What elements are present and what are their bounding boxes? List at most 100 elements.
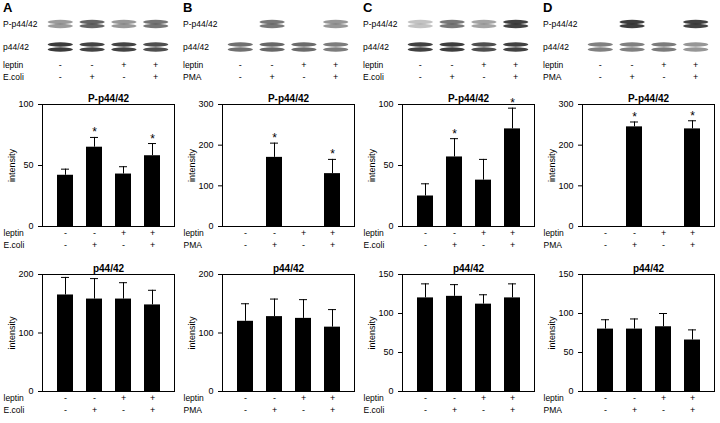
svg-text:+: + bbox=[330, 240, 335, 250]
svg-text:intensity: intensity bbox=[7, 316, 17, 350]
svg-text:P-p44/42: P-p44/42 bbox=[88, 93, 130, 104]
svg-text:leptin: leptin bbox=[544, 228, 565, 238]
svg-text:-: - bbox=[482, 72, 485, 82]
svg-text:-: - bbox=[599, 60, 602, 70]
svg-text:leptin: leptin bbox=[544, 393, 565, 403]
svg-text:D: D bbox=[543, 0, 552, 15]
svg-text:-: - bbox=[244, 405, 247, 415]
svg-text:leptin: leptin bbox=[183, 60, 204, 70]
svg-text:-: - bbox=[93, 228, 96, 238]
svg-text:*: * bbox=[150, 132, 155, 146]
svg-text:E.coli: E.coli bbox=[4, 405, 25, 415]
svg-text:-: - bbox=[424, 240, 427, 250]
svg-text:-: - bbox=[451, 60, 454, 70]
svg-text:intensity: intensity bbox=[7, 148, 17, 182]
svg-text:150: 150 bbox=[558, 269, 573, 279]
svg-text:+: + bbox=[150, 393, 155, 403]
svg-text:+: + bbox=[121, 393, 126, 403]
svg-text:-: - bbox=[662, 240, 665, 250]
svg-text:300: 300 bbox=[198, 99, 213, 109]
svg-text:A: A bbox=[3, 0, 13, 15]
svg-text:P-p44/42: P-p44/42 bbox=[363, 19, 398, 29]
svg-text:E.coli: E.coli bbox=[3, 72, 24, 82]
svg-text:-: - bbox=[662, 405, 665, 415]
svg-text:leptin: leptin bbox=[184, 228, 205, 238]
svg-text:+: + bbox=[513, 72, 518, 82]
svg-text:+: + bbox=[693, 72, 698, 82]
svg-text:*: * bbox=[632, 110, 637, 124]
svg-text:-: - bbox=[244, 393, 247, 403]
svg-text:0: 0 bbox=[28, 221, 33, 231]
svg-text:100: 100 bbox=[378, 99, 393, 109]
svg-text:+: + bbox=[333, 60, 338, 70]
svg-text:0: 0 bbox=[28, 386, 33, 396]
svg-text:0: 0 bbox=[388, 221, 393, 231]
svg-text:-: - bbox=[122, 240, 125, 250]
svg-text:+: + bbox=[661, 60, 666, 70]
svg-text:-: - bbox=[93, 393, 96, 403]
svg-text:+: + bbox=[330, 405, 335, 415]
svg-text:-: - bbox=[424, 393, 427, 403]
svg-text:-: - bbox=[59, 72, 62, 82]
svg-text:*: * bbox=[510, 96, 515, 110]
svg-text:leptin: leptin bbox=[363, 60, 384, 70]
svg-text:+: + bbox=[690, 405, 695, 415]
svg-text:-: - bbox=[59, 60, 62, 70]
svg-text:+: + bbox=[301, 228, 306, 238]
svg-text:P-p44/42: P-p44/42 bbox=[628, 93, 670, 104]
svg-text:-: - bbox=[599, 72, 602, 82]
svg-text:+: + bbox=[92, 240, 97, 250]
svg-text:-: - bbox=[604, 405, 607, 415]
svg-text:+: + bbox=[690, 228, 695, 238]
svg-text:-: - bbox=[631, 60, 634, 70]
svg-text:P-p44/42: P-p44/42 bbox=[183, 19, 218, 29]
svg-text:+: + bbox=[269, 72, 274, 82]
svg-text:+: + bbox=[92, 405, 97, 415]
svg-text:50: 50 bbox=[383, 347, 393, 357]
svg-text:+: + bbox=[452, 405, 457, 415]
svg-text:+: + bbox=[632, 240, 637, 250]
svg-text:PMA: PMA bbox=[184, 240, 203, 250]
svg-text:100: 100 bbox=[198, 328, 213, 338]
svg-text:E.coli: E.coli bbox=[364, 405, 385, 415]
svg-text:50: 50 bbox=[563, 347, 573, 357]
svg-text:p44/42: p44/42 bbox=[453, 263, 485, 274]
svg-text:-: - bbox=[239, 72, 242, 82]
svg-text:leptin: leptin bbox=[4, 228, 25, 238]
svg-text:+: + bbox=[690, 393, 695, 403]
svg-text:-: - bbox=[633, 393, 636, 403]
svg-text:+: + bbox=[632, 405, 637, 415]
svg-text:-: - bbox=[302, 72, 305, 82]
svg-text:+: + bbox=[153, 60, 158, 70]
svg-text:PMA: PMA bbox=[544, 240, 563, 250]
svg-text:p44/42: p44/42 bbox=[3, 42, 29, 52]
svg-text:-: - bbox=[64, 228, 67, 238]
svg-text:+: + bbox=[510, 405, 515, 415]
svg-text:-: - bbox=[633, 228, 636, 238]
svg-text:300: 300 bbox=[558, 99, 573, 109]
svg-text:-: - bbox=[64, 393, 67, 403]
svg-text:-: - bbox=[302, 240, 305, 250]
svg-text:+: + bbox=[510, 240, 515, 250]
svg-text:+: + bbox=[301, 60, 306, 70]
svg-text:+: + bbox=[89, 72, 94, 82]
svg-text:-: - bbox=[244, 228, 247, 238]
svg-text:100: 100 bbox=[558, 308, 573, 318]
svg-text:E.coli: E.coli bbox=[363, 72, 384, 82]
svg-text:-: - bbox=[64, 240, 67, 250]
svg-text:+: + bbox=[452, 240, 457, 250]
svg-text:E.coli: E.coli bbox=[4, 240, 25, 250]
svg-text:E.coli: E.coli bbox=[364, 240, 385, 250]
svg-text:-: - bbox=[662, 72, 665, 82]
svg-text:+: + bbox=[629, 72, 634, 82]
svg-text:-: - bbox=[604, 393, 607, 403]
svg-text:+: + bbox=[693, 60, 698, 70]
svg-text:+: + bbox=[481, 60, 486, 70]
svg-text:-: - bbox=[122, 405, 125, 415]
svg-text:*: * bbox=[272, 131, 277, 145]
svg-text:intensity: intensity bbox=[547, 148, 557, 182]
svg-text:intensity: intensity bbox=[187, 316, 197, 350]
svg-text:+: + bbox=[330, 393, 335, 403]
svg-text:+: + bbox=[272, 405, 277, 415]
svg-text:+: + bbox=[510, 393, 515, 403]
